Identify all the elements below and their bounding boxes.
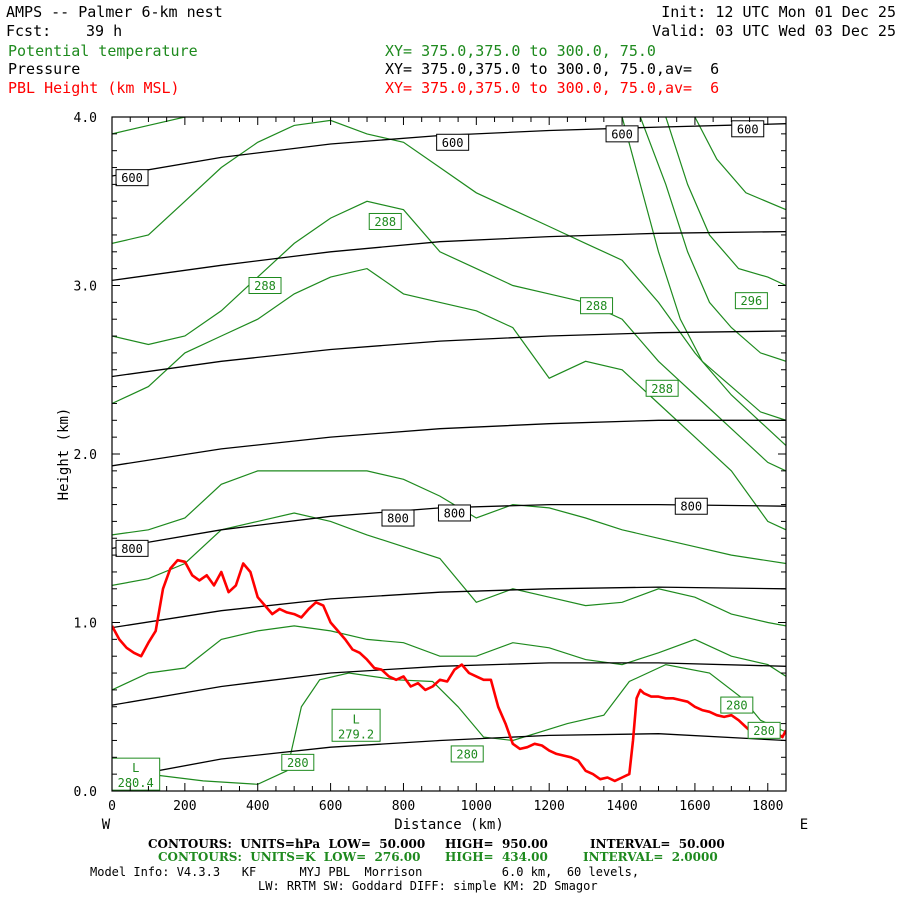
theta-contour-290-5 — [112, 200, 786, 472]
theta-contour-280-0 — [112, 663, 786, 785]
theta-label-8: 280 — [753, 724, 775, 738]
theta-contour-292-6 — [112, 119, 786, 447]
pressure-label-6: 800 — [444, 506, 466, 520]
theta-contour-286-3 — [112, 470, 786, 565]
theta-label-6: 280 — [456, 747, 478, 761]
theta-contour-300-11 — [694, 117, 786, 211]
init-time: Init: 12 UTC Mon 01 Dec 25 — [661, 3, 896, 21]
theta-label-7: 280 — [726, 699, 748, 713]
plot-frame — [111, 116, 787, 792]
valid-time: Valid: 03 UTC Wed 03 Dec 25 — [652, 22, 896, 40]
theta-label-3-box — [645, 379, 679, 397]
legend-theta-name: Potential temperature — [8, 42, 198, 60]
pressure-label-7: 800 — [680, 500, 702, 514]
theta-label-4: 296 — [741, 294, 763, 308]
forecast-label: Fcst: — [6, 22, 52, 40]
x-tick-label-1800: 1800 — [752, 799, 783, 814]
theta-label-3: 288 — [651, 382, 673, 396]
pressure-contour-850 — [112, 586, 786, 629]
x-tick-label-1200: 1200 — [534, 799, 565, 814]
legend-theta-xy: XY= 375.0,375.0 to 300.0, 75.0 — [385, 42, 656, 60]
pressure-label-3-box — [731, 120, 765, 138]
theta-contour-298-10 — [665, 117, 786, 287]
theta-label-1-box — [248, 277, 282, 294]
pressure-label-4-box — [115, 539, 149, 557]
pressure-label-6-box — [437, 504, 471, 522]
minimum-box-0 — [331, 708, 381, 742]
pressure-contour-750 — [112, 419, 786, 467]
pressure-label-0: 600 — [121, 171, 143, 185]
theta-contour-288-4 — [112, 267, 786, 531]
x-axis-label: Distance (km) — [394, 817, 504, 833]
y-tick-label-4.0: 4.0 — [74, 111, 97, 126]
theta-label-0-box — [368, 212, 402, 230]
y-tick-label-3.0: 3.0 — [74, 280, 97, 295]
x-tick-label-400: 400 — [246, 799, 269, 814]
plot-title: AMPS -- Palmer 6-km nest — [6, 3, 223, 21]
west-end-label: W — [102, 817, 111, 833]
x-tick-label-800: 800 — [392, 799, 415, 814]
theta-label-8-box — [747, 721, 781, 739]
pressure-contour-900 — [112, 662, 786, 706]
theta-label-5-box — [281, 753, 315, 771]
pbl-height-line — [112, 558, 786, 783]
theta-contour-294-8 — [621, 117, 786, 421]
east-end-label: E — [800, 817, 808, 833]
pressure-label-2-box — [605, 125, 639, 143]
theta-label-4-box — [734, 292, 768, 310]
x-tick-label-1600: 1600 — [679, 799, 710, 814]
y-tick-label-1.0: 1.0 — [74, 617, 97, 632]
theta-label-2-box — [580, 297, 614, 315]
footer-pressure-interval: INTERVAL= 50.000 — [590, 837, 725, 851]
theta-label-1: 288 — [254, 279, 276, 293]
y-axis-label: Height (km) — [56, 408, 72, 501]
x-tick-label-0: 0 — [108, 799, 116, 814]
pressure-contour-650 — [112, 230, 786, 282]
theta-label-2: 288 — [586, 299, 608, 313]
theta-label-6-box — [450, 745, 484, 763]
theta-contour-282-1 — [112, 625, 786, 691]
pressure-label-4: 800 — [121, 542, 143, 556]
theta-contour-294-7 — [112, 117, 186, 135]
forecast-hours: 39 h — [86, 22, 123, 40]
pressure-label-7-box — [674, 497, 708, 515]
pressure-label-1: 600 — [442, 136, 464, 150]
pressure-label-1-box — [436, 133, 470, 151]
x-tick-label-600: 600 — [319, 799, 342, 814]
theta-label-0: 288 — [374, 215, 396, 229]
theta-contour-284-2 — [112, 512, 786, 627]
x-tick-label-200: 200 — [173, 799, 196, 814]
legend-pbl-xy: XY= 375.0,375.0 to 300.0, 75.0,av= 6 — [385, 79, 720, 97]
pressure-label-5-box — [381, 509, 415, 527]
minimum-value-0: 279.2 — [338, 727, 374, 741]
legend-pressure-xy: XY= 375.0,375.0 to 300.0, 75.0,av= 6 — [385, 60, 720, 78]
legend-pressure-name: Pressure — [8, 60, 81, 78]
footer-model-info: Model Info: V4.3.3 KF MYJ PBL Morrison 6… — [90, 865, 640, 879]
pressure-label-0-box — [115, 169, 149, 187]
pressure-contour-950 — [112, 733, 786, 780]
pressure-contour-700 — [112, 330, 786, 378]
minimum-marker-1: L — [132, 761, 139, 775]
x-tick-label-1000: 1000 — [461, 799, 492, 814]
theta-label-7-box — [720, 696, 754, 714]
minimum-marker-0: L — [352, 712, 359, 726]
theta-contour-296-9 — [639, 117, 786, 362]
footer-pressure-contours: CONTOURS: UNITS=hPa LOW= 50.000 — [148, 837, 426, 851]
x-tick-label-1400: 1400 — [606, 799, 637, 814]
footer-physics-info: LW: RRTM SW: Goddard DIFF: simple KM: 2D… — [258, 879, 598, 893]
footer-theta-contours: CONTOURS: UNITS=K LOW= 276.00 — [158, 850, 421, 864]
legend-pbl-name: PBL Height (km MSL) — [8, 79, 180, 97]
footer-theta-interval: INTERVAL= 2.0000 — [583, 850, 718, 864]
pressure-label-2: 600 — [611, 127, 633, 141]
minimum-value-1: 280.4 — [118, 776, 154, 790]
pressure-label-5: 800 — [387, 512, 409, 526]
pressure-label-3: 600 — [737, 122, 759, 136]
footer-theta-high: HIGH= 434.00 — [445, 850, 548, 864]
theta-label-5: 280 — [287, 756, 309, 770]
minimum-box-1 — [112, 757, 161, 791]
y-tick-label-0.0: 0.0 — [74, 785, 97, 800]
footer-pressure-high: HIGH= 950.00 — [445, 837, 548, 851]
y-tick-label-2.0: 2.0 — [74, 448, 97, 463]
